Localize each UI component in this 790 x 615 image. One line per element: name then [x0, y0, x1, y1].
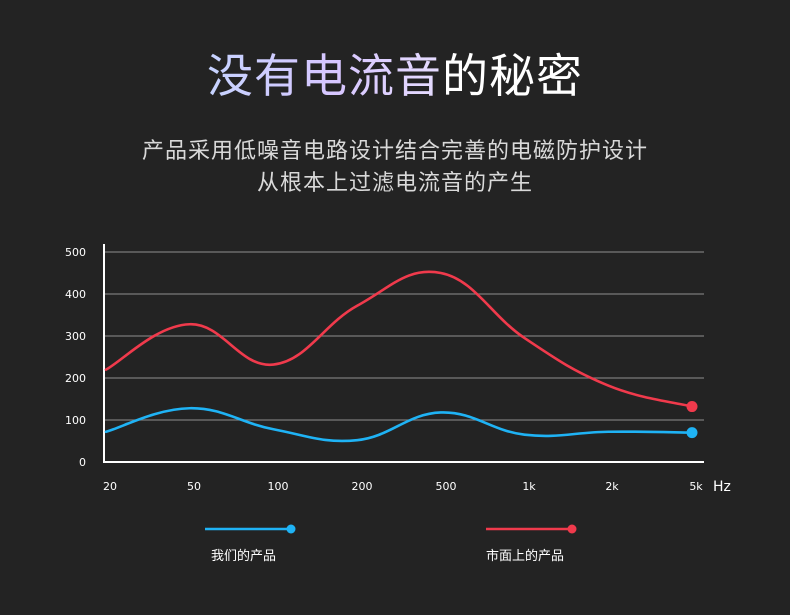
y-tick-label-500: 500: [65, 246, 86, 259]
legend-dot-1: [567, 524, 577, 534]
legend-label-our-product: 我们的产品: [211, 549, 277, 564]
page-title: 没有电流音的秘密: [0, 44, 790, 108]
x-tick-label-100: 100: [268, 480, 289, 493]
legend-label-market-product: 市面上的产品: [486, 549, 565, 564]
legend-dot-0: [286, 524, 296, 534]
data-point-series-1-7: [686, 401, 698, 413]
x-tick-label-5k: 5k: [689, 480, 703, 493]
page-title-highlight: 没有电流音: [207, 49, 442, 103]
x-tick-label-200: 200: [352, 480, 373, 493]
x-tick-label-500: 500: [436, 480, 457, 493]
y-tick-label-200: 200: [65, 372, 86, 385]
y-tick-label-0: 0: [79, 456, 86, 469]
y-tick-label-100: 100: [65, 414, 86, 427]
x-tick-label-2k: 2k: [605, 480, 619, 493]
x-tick-label-1k: 1k: [522, 480, 536, 493]
data-point-series-0-7: [686, 427, 698, 439]
x-axis-unit: Hz: [713, 479, 731, 495]
series-line-0: [104, 406, 694, 443]
y-tick-label-400: 400: [65, 288, 86, 301]
x-tick-label-50: 50: [187, 480, 201, 493]
y-tick-label-300: 300: [65, 330, 86, 343]
x-tick-label-20: 20: [103, 480, 117, 493]
subtitle-line-2: 从根本上过滤电流音的产生: [256, 171, 533, 196]
page-title-rest: 的秘密: [442, 49, 583, 103]
series-line-1: [104, 270, 694, 408]
subtitle-line-1: 产品采用低噪音电路设计结合完善的电磁防护设计: [141, 139, 648, 164]
